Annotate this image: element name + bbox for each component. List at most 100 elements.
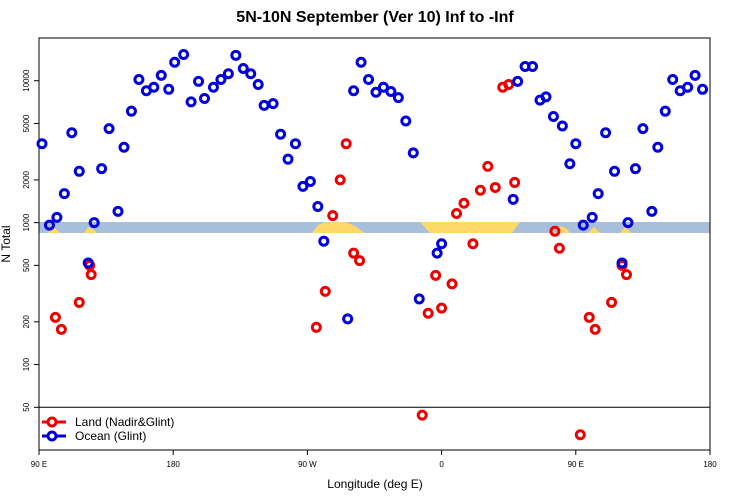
point [553,242,565,254]
point [503,79,515,91]
point [36,138,48,150]
point [646,205,658,217]
legend-marker [46,416,58,428]
point [370,86,382,98]
point [667,74,679,86]
y-tick-label: 1000 [22,213,31,231]
point [125,105,137,117]
point [319,285,331,297]
legend: Land (Nadir&Glint)Ocean (Glint) [42,415,174,443]
point [629,163,641,175]
plot-frame [38,37,711,451]
y-tick-label: 10000 [22,69,31,92]
point [512,75,524,87]
point [430,269,442,281]
point [363,74,375,86]
point [589,323,601,335]
ocean-band [39,222,710,233]
point [482,160,494,172]
point [682,81,694,93]
point [185,96,197,108]
point [193,75,205,87]
point [556,120,568,132]
point [583,311,595,323]
point [609,165,621,177]
point [312,200,324,212]
point [436,238,448,250]
point [275,128,287,140]
point [310,321,322,333]
point [169,56,181,68]
point [577,219,589,231]
point [392,92,404,104]
point [334,174,346,186]
y-tick-label: 2000 [22,170,31,188]
point [51,211,63,223]
point [422,307,434,319]
point [88,217,100,229]
point [413,293,425,305]
point [66,127,78,139]
point [527,60,539,72]
point [467,238,479,250]
y-tick-label: 50 [22,402,31,411]
point [385,85,397,97]
point [570,138,582,150]
point [49,311,61,323]
point [549,225,561,237]
point [297,180,309,192]
point [540,91,552,103]
point [652,141,664,153]
y-tick-label: 500 [22,258,31,272]
point [207,81,219,93]
point [178,49,190,61]
point [507,193,519,205]
point [43,219,55,231]
point [697,83,709,95]
point [82,257,94,269]
point [586,211,598,223]
point [85,269,97,281]
legend-label: Ocean (Glint) [75,429,146,443]
point [600,127,612,139]
x-tick-label: 90 E [31,460,47,469]
point [112,205,124,217]
point [348,85,360,97]
point [474,184,486,196]
point [616,257,628,269]
point [155,69,167,81]
point [400,115,412,127]
point [103,123,115,135]
point [659,105,671,117]
point [118,141,130,153]
x-tick-label: 0 [439,460,444,469]
x-axis-label: Longitude (deg E) [327,477,422,491]
point [431,247,443,259]
point [348,247,360,259]
y-tick-label: 200 [22,315,31,329]
point [592,188,604,200]
x-tick-label: 180 [703,460,717,469]
point [282,153,294,165]
point [340,138,352,150]
legend-marker [46,430,58,442]
point [574,429,586,441]
point [547,110,559,122]
point [215,74,227,86]
point [73,296,85,308]
point [318,235,330,247]
point [133,74,145,86]
surface-band [39,222,710,233]
point [446,278,458,290]
y-axis-label: N Total [0,225,13,262]
point [436,302,448,314]
point [267,98,279,110]
point [416,409,428,421]
point [355,56,367,68]
point [252,79,264,91]
point [622,217,634,229]
point [564,158,576,170]
point [237,62,249,74]
y-tick-label: 5000 [22,114,31,132]
